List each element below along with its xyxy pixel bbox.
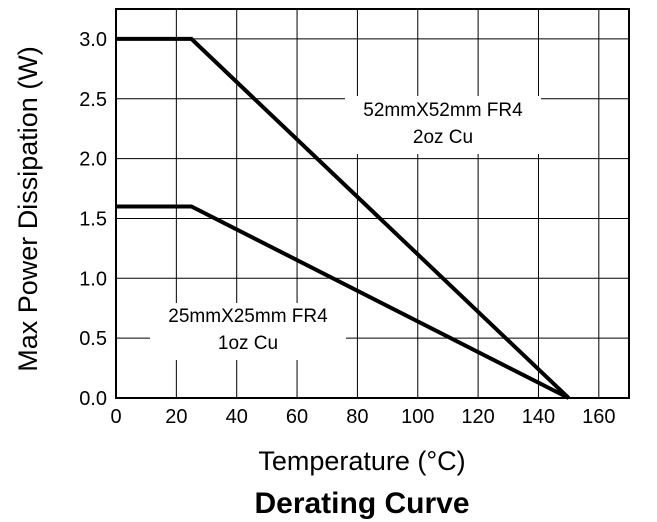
series-line-52mm xyxy=(116,36,571,400)
x-tick-label: 20 xyxy=(165,406,187,428)
series-lines xyxy=(116,36,571,400)
y-tick-label: 2.5 xyxy=(79,89,107,111)
annotation-52mm: 52mmX52mm FR4 2oz Cu xyxy=(345,96,541,154)
x-tick-label: 80 xyxy=(346,406,368,428)
x-tick-label: 140 xyxy=(522,406,555,428)
series-line-25mm xyxy=(116,204,570,400)
x-tick-label: 100 xyxy=(401,406,434,428)
y-tick-label: 0.5 xyxy=(79,328,107,350)
x-tick-label: 160 xyxy=(582,406,615,428)
y-axis-label: Max Power Dissipation (W) xyxy=(13,46,43,372)
annotation-52mm-line-1: 52mmX52mm FR4 xyxy=(363,100,523,121)
y-tick-label: 1.0 xyxy=(79,268,107,290)
x-tick-label: 0 xyxy=(110,406,121,428)
x-tick-label: 120 xyxy=(461,406,494,428)
y-tick-label: 0.0 xyxy=(79,388,107,410)
annotation-25mm: 25mmX25mm FR4 1oz Cu xyxy=(150,303,346,360)
annotation-25mm-bg xyxy=(150,303,346,360)
x-tick-label: 40 xyxy=(226,406,248,428)
y-tick-label: 2.0 xyxy=(79,149,107,171)
y-tick-label: 3.0 xyxy=(79,29,107,51)
annotation-52mm-line-2: 2oz Cu xyxy=(413,127,473,148)
annotation-25mm-line-2: 1oz Cu xyxy=(218,333,278,354)
annotation-52mm-bg xyxy=(345,96,541,154)
y-tick-label: 1.5 xyxy=(79,208,107,230)
chart-title: Derating Curve xyxy=(254,487,469,520)
x-axis-label: Temperature (°C) xyxy=(258,446,465,476)
plot-frame xyxy=(115,8,630,399)
tick-labels: 0 20 40 60 80 100 120 140 160 0.0 0.5 1.0 1.5 2.0 2.5 3… xyxy=(79,29,615,428)
x-tick-label: 60 xyxy=(286,406,308,428)
annotation-25mm-line-1: 25mmX25mm FR4 xyxy=(168,306,328,327)
